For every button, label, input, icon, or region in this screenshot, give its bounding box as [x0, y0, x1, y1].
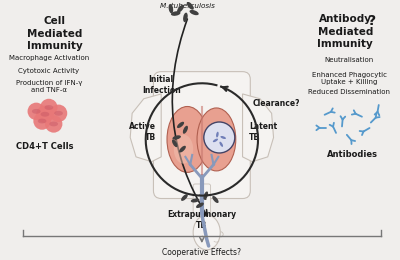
Text: Antibody
Mediated
Immunity: Antibody Mediated Immunity — [317, 15, 373, 49]
Ellipse shape — [41, 112, 49, 117]
Ellipse shape — [168, 4, 173, 14]
Ellipse shape — [193, 215, 220, 250]
Text: Active
TB: Active TB — [129, 122, 156, 142]
Circle shape — [204, 122, 235, 153]
Ellipse shape — [171, 11, 180, 16]
Circle shape — [28, 103, 45, 120]
Circle shape — [36, 106, 54, 123]
Text: Reduced Dissemination: Reduced Dissemination — [308, 89, 390, 95]
Ellipse shape — [49, 121, 58, 126]
Text: Extrapulmonary
TB: Extrapulmonary TB — [167, 210, 236, 230]
Ellipse shape — [183, 13, 188, 22]
Circle shape — [33, 112, 51, 130]
Ellipse shape — [167, 107, 208, 172]
Ellipse shape — [38, 119, 46, 123]
Text: Cell
Mediated
Immunity: Cell Mediated Immunity — [27, 16, 82, 51]
FancyBboxPatch shape — [193, 184, 210, 215]
Text: CD4+T Cells: CD4+T Cells — [16, 142, 74, 151]
Ellipse shape — [187, 2, 194, 10]
Ellipse shape — [177, 5, 184, 13]
Ellipse shape — [220, 142, 223, 147]
Ellipse shape — [54, 111, 63, 116]
Polygon shape — [130, 94, 161, 162]
Text: Antibodies: Antibodies — [326, 150, 378, 159]
Polygon shape — [242, 94, 274, 162]
Ellipse shape — [196, 203, 204, 208]
Text: Clearance?: Clearance? — [252, 99, 300, 108]
Ellipse shape — [172, 135, 181, 140]
Text: Cooperative Effects?: Cooperative Effects? — [162, 248, 241, 257]
Circle shape — [45, 115, 62, 133]
Ellipse shape — [212, 196, 219, 203]
Text: Latent
TB: Latent TB — [249, 122, 278, 142]
Text: Initial
Infection: Initial Infection — [142, 75, 180, 95]
Text: Neutralisation: Neutralisation — [324, 57, 374, 63]
Text: Cytotoxic Activity: Cytotoxic Activity — [18, 68, 80, 74]
Circle shape — [50, 105, 67, 122]
FancyBboxPatch shape — [154, 72, 250, 198]
Ellipse shape — [183, 126, 188, 134]
Ellipse shape — [220, 136, 226, 139]
Text: Production of IFN-γ
and TNF-α: Production of IFN-γ and TNF-α — [16, 80, 82, 93]
Ellipse shape — [191, 198, 199, 203]
Ellipse shape — [181, 194, 188, 201]
Ellipse shape — [44, 105, 53, 110]
Text: M. tuberculosis: M. tuberculosis — [160, 3, 215, 9]
Ellipse shape — [172, 139, 178, 147]
Ellipse shape — [174, 135, 193, 164]
Text: Enhanced Phagocytic
Uptake + Killing: Enhanced Phagocytic Uptake + Killing — [312, 72, 386, 85]
Ellipse shape — [203, 191, 208, 200]
Ellipse shape — [32, 109, 41, 114]
Text: ?: ? — [368, 14, 376, 28]
Text: Macrophage Activation: Macrophage Activation — [9, 55, 89, 61]
Ellipse shape — [197, 108, 236, 171]
Ellipse shape — [179, 146, 186, 152]
Ellipse shape — [216, 132, 219, 138]
Ellipse shape — [190, 10, 199, 15]
Ellipse shape — [177, 122, 184, 128]
Ellipse shape — [213, 139, 218, 142]
Circle shape — [40, 99, 58, 116]
